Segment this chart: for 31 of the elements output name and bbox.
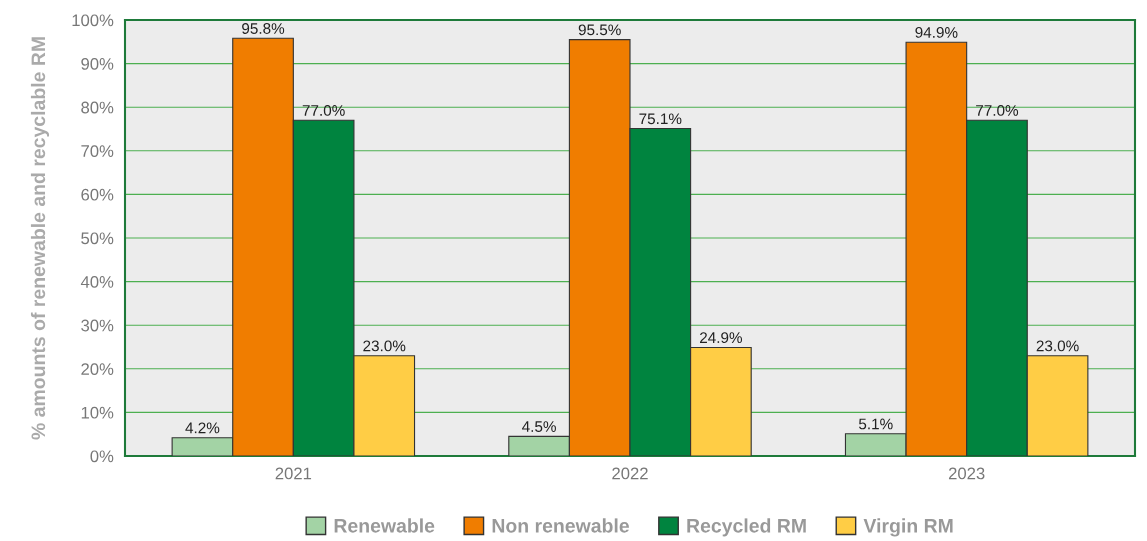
data-label: 23.0% [1036, 340, 1079, 352]
legend-label: Non renewable [492, 518, 629, 533]
data-label: 23.0% [363, 340, 406, 352]
data-label: 95.5% [578, 24, 621, 36]
legend-label: Recycled RM [687, 518, 806, 537]
data-label: 77.0% [302, 105, 345, 116]
y-axis-title: % amounts of renewable and recyclable RM [30, 37, 50, 440]
x-tick-label: 2023 [948, 467, 985, 480]
y-tick-label: 90% [81, 58, 114, 70]
data-label: 4.5% [522, 421, 556, 432]
data-label: 4.2% [185, 422, 220, 434]
y-tick-label: 60% [81, 188, 114, 201]
data-label: 24.9% [700, 332, 743, 344]
y-tick-label: 10% [81, 406, 114, 419]
y-tick-label: 0% [90, 450, 114, 463]
y-tick-label: 80% [81, 101, 114, 114]
data-label: 95.8% [242, 23, 285, 34]
data-label: 77.0% [976, 105, 1019, 116]
y-tick-label: 50% [81, 232, 114, 245]
y-tick-label: 70% [81, 145, 114, 157]
y-tick-label: 40% [80, 276, 114, 288]
y-tick-label: 100% [72, 14, 114, 27]
legend-label: Renewable [334, 518, 435, 533]
y-tick-label: 20% [81, 363, 114, 375]
data-label: 94.9% [915, 27, 958, 38]
x-tick-label: 2021 [275, 467, 312, 480]
x-tick-label: 2022 [612, 467, 648, 480]
data-label: 5.1% [858, 418, 893, 430]
data-label: 75.1% [639, 113, 682, 125]
y-tick-label: 30% [81, 319, 114, 332]
legend-label: Virgin RM [863, 518, 953, 537]
